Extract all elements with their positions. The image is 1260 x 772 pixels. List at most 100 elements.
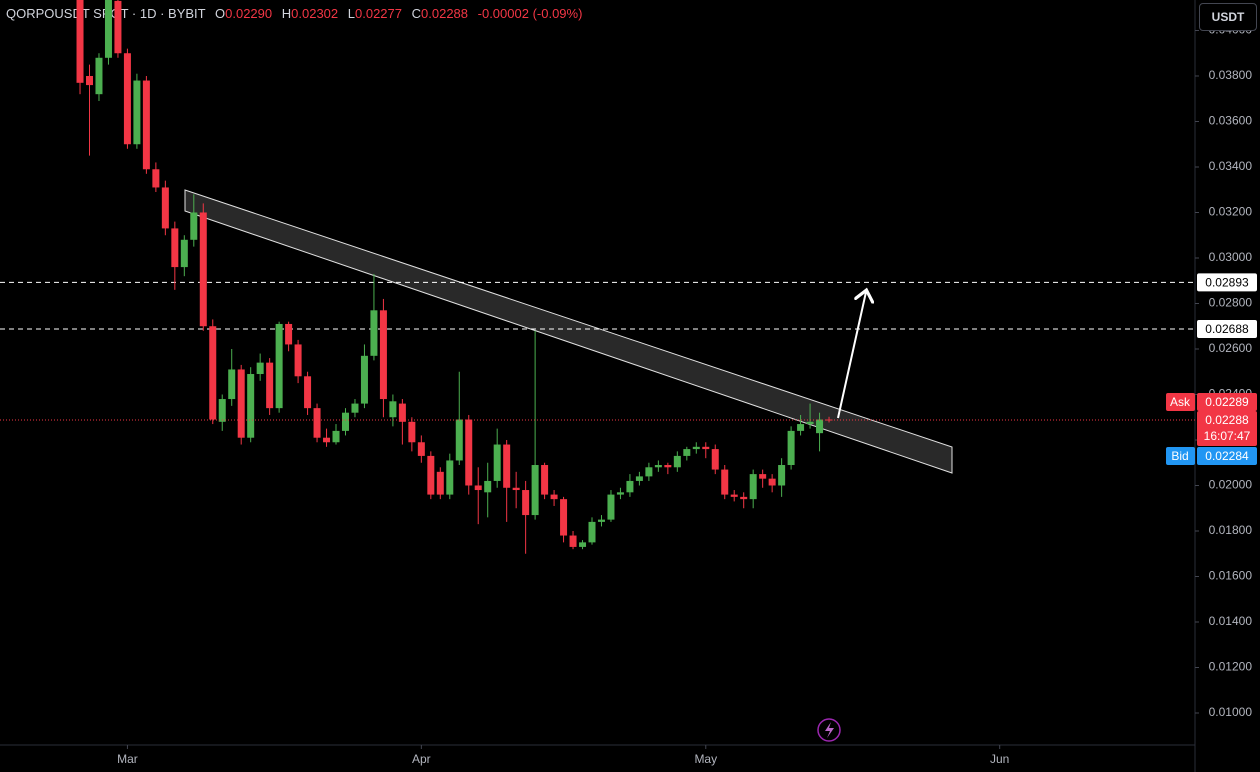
candle-body (180, 239, 188, 268)
candle-body (787, 430, 795, 466)
y-tick-label: 0.01600 (1209, 569, 1253, 583)
level-label: 0.02893 (1205, 276, 1249, 290)
y-tick-label: 0.03000 (1209, 250, 1253, 264)
candle-body (616, 492, 624, 495)
candle-body (692, 446, 700, 450)
candle-body (228, 369, 236, 400)
bid-price: 0.02284 (1205, 449, 1249, 463)
y-tick-label: 0.02800 (1209, 296, 1253, 310)
x-tick-label: May (694, 752, 717, 766)
legend-key: O (215, 6, 226, 21)
candle-body (199, 212, 207, 327)
candle-body (749, 474, 757, 500)
candle-body (484, 480, 492, 493)
candle-body (531, 465, 539, 516)
candle-body (569, 535, 577, 547)
candle-body (446, 460, 454, 495)
legend-value: 0.02277 (355, 6, 402, 21)
y-tick-label: 0.01400 (1209, 614, 1253, 628)
legend-key: C (411, 6, 422, 21)
plot-area (0, 0, 1195, 554)
bid-price-box (1197, 446, 1257, 465)
candle-body (474, 485, 482, 491)
candle-body (209, 326, 217, 420)
ask-tag-box (1166, 392, 1195, 411)
candle-body (597, 519, 605, 522)
candle-body (133, 80, 141, 145)
candle-body (313, 408, 321, 438)
candle-body (323, 437, 331, 443)
candle-body (503, 444, 511, 488)
y-tick-label: 0.01800 (1209, 523, 1253, 537)
candle-body (104, 0, 112, 58)
candle-body (123, 53, 131, 145)
level-label-box (1197, 319, 1257, 338)
candle-body (294, 344, 302, 377)
candle-body (408, 421, 416, 443)
event-icon[interactable] (817, 718, 841, 742)
candle-body (389, 401, 397, 418)
candle-body (768, 478, 776, 486)
candle-body (654, 465, 662, 468)
candle-body (626, 480, 634, 493)
candle-body (673, 455, 681, 468)
candle-body (579, 542, 587, 547)
candle-body (635, 476, 643, 481)
candle-body (237, 369, 245, 438)
candle-body (493, 444, 501, 481)
candle-body (683, 449, 691, 456)
y-tick-label: 0.03600 (1209, 114, 1253, 128)
candle-body (436, 471, 444, 495)
candle-body (142, 80, 150, 170)
candle-body (455, 419, 463, 461)
candle-body (797, 424, 805, 431)
candle-body (702, 446, 710, 450)
candle-body (740, 496, 748, 500)
candle-body (721, 469, 729, 495)
candle-body (607, 494, 615, 520)
candle-body (152, 169, 160, 188)
candle-body (550, 494, 558, 500)
candle-body (806, 421, 814, 425)
trend-channel (184, 189, 953, 474)
candle-body (114, 0, 122, 54)
candle-body (218, 399, 226, 422)
candle-body (76, 0, 84, 83)
candle-body (816, 419, 824, 434)
level-label-box (1197, 273, 1257, 292)
legend-value: 0.02290 (225, 6, 273, 21)
candle-body (711, 449, 719, 470)
y-tick-label: 0.01200 (1209, 660, 1253, 674)
candle-body (588, 521, 596, 543)
candle-body (427, 455, 435, 495)
last-price-box (1197, 410, 1257, 446)
candle-body (370, 310, 378, 356)
candle-body (256, 362, 264, 375)
candle-body (351, 403, 359, 413)
y-tick-label: 0.03200 (1209, 205, 1253, 219)
candle-body (522, 490, 530, 516)
candle-body (379, 310, 387, 400)
candle-body (95, 57, 103, 95)
candle-body (730, 494, 738, 497)
legend-key: H (281, 6, 292, 21)
candle-body (360, 355, 368, 404)
candle-body (86, 75, 94, 86)
x-tick-label: Jun (990, 752, 1009, 766)
candle-body (664, 465, 672, 468)
candle-body (465, 419, 473, 486)
candle-body (190, 212, 198, 240)
y-tick-label: 0.03800 (1209, 68, 1253, 82)
ask-tag: Ask (1170, 395, 1191, 409)
candle-body (171, 228, 179, 268)
candle-body (285, 323, 293, 345)
currency-button[interactable]: USDT (1199, 3, 1257, 31)
candle-body (398, 403, 406, 422)
y-tick-label: 0.02000 (1209, 478, 1253, 492)
ask-price: 0.02289 (1205, 395, 1249, 409)
candle-body (341, 412, 349, 431)
projection-arrow (837, 292, 866, 419)
legend-value: 0.02302 (291, 6, 339, 21)
last-price-label: 0.02288 (1205, 413, 1249, 427)
